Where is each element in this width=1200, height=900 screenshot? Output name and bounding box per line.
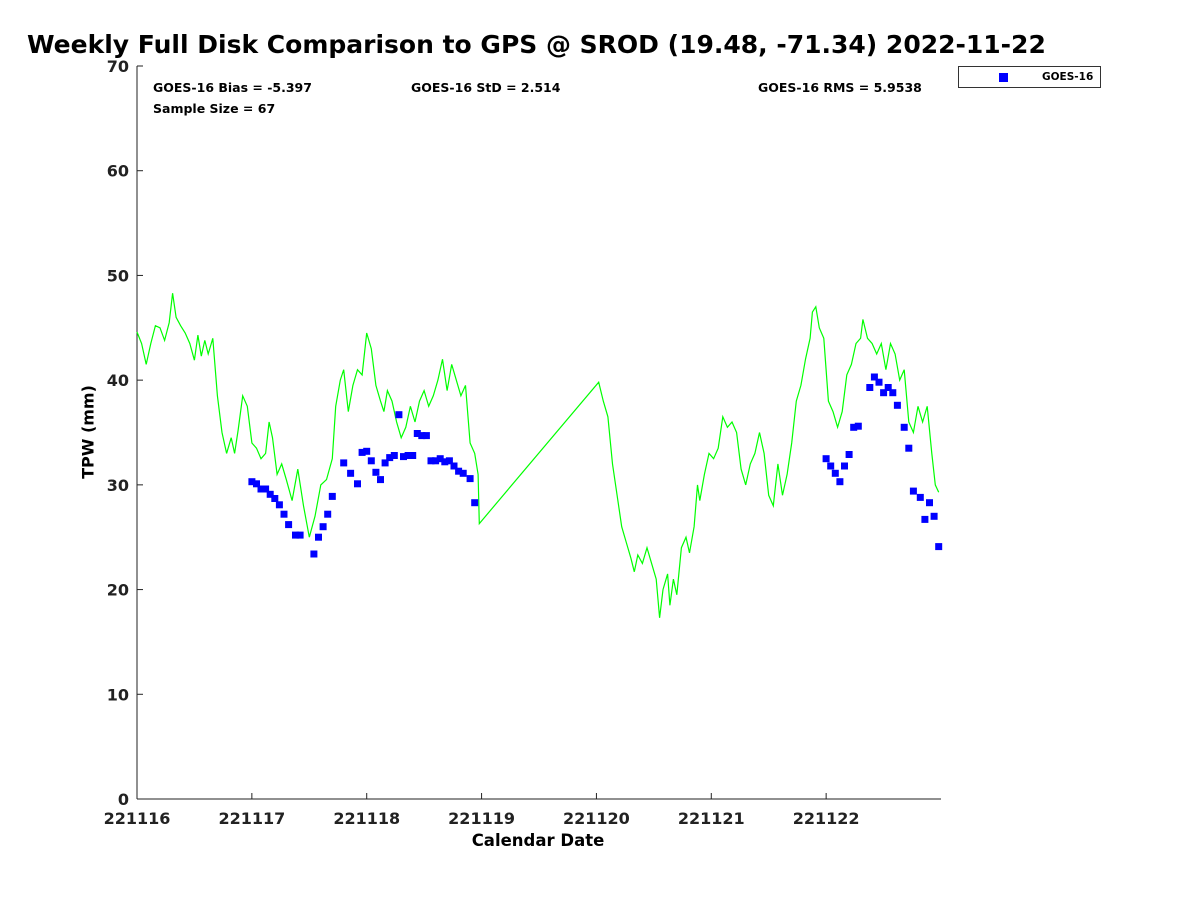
- goes-16-point: [422, 432, 430, 440]
- goes-16-point: [432, 457, 440, 465]
- goes-16-point: [381, 459, 389, 467]
- y-tick-label: 10: [107, 685, 129, 704]
- goes-16-point: [395, 411, 403, 419]
- legend-label: GOES-16: [1042, 71, 1094, 83]
- goes-16-point: [436, 455, 444, 463]
- axes-layer: [136, 65, 941, 800]
- goes-16-point: [441, 458, 449, 466]
- goes-16-point: [916, 493, 924, 501]
- goes-16-point: [262, 485, 270, 493]
- y-tick-label: 20: [107, 581, 129, 600]
- goes-16-point: [347, 469, 355, 477]
- goes-16-point: [845, 451, 853, 458]
- goes-16-point: [315, 533, 322, 541]
- goes-16-point: [358, 448, 366, 456]
- goes-16-point: [866, 384, 874, 391]
- goes-16-point: [367, 457, 375, 465]
- y-tick-label: 40: [107, 371, 129, 390]
- goes-16-point: [386, 454, 394, 462]
- goes-16-point: [455, 467, 463, 475]
- goes-16-point: [850, 423, 858, 431]
- goes-16-point: [413, 430, 421, 437]
- goes-16-point: [471, 499, 479, 507]
- goes-16-point: [450, 462, 458, 470]
- goes-16-point: [459, 469, 467, 477]
- x-tick-label: 221120: [563, 809, 630, 828]
- y-tick-label: 60: [107, 162, 129, 181]
- goes-16-point: [319, 523, 327, 531]
- std-stat: GOES-16 StD = 2.514: [411, 80, 561, 95]
- goes-16-point: [889, 389, 897, 397]
- rms-stat: GOES-16 RMS = 5.9538: [758, 80, 922, 95]
- goes-16-point: [310, 550, 318, 558]
- y-axis-label: TPW (mm): [78, 385, 98, 479]
- goes-16-point: [905, 444, 913, 452]
- sample-size-stat: Sample Size = 67: [153, 101, 276, 116]
- tick-labels: 0 10 20 30 40 50 60 70 221116 221117 221118 221119 2…: [104, 57, 860, 828]
- legend: GOES-16: [958, 66, 1101, 88]
- goes-16-point: [445, 457, 453, 465]
- goes-16-point: [466, 475, 474, 483]
- goes-16-point: [870, 373, 878, 381]
- goes-16-point: [340, 459, 348, 467]
- goes-16-point: [884, 384, 892, 391]
- goes-16-point: [831, 469, 839, 477]
- goes-16-point: [354, 480, 361, 488]
- goes-16-point: [271, 495, 279, 502]
- gps-line: [136, 293, 940, 618]
- goes-16-point: [363, 447, 371, 455]
- goes-16-point: [930, 512, 938, 520]
- goes-16-point: [822, 455, 830, 463]
- goes-16-point: [328, 492, 336, 500]
- goes-16-point: [921, 515, 929, 523]
- goes-16-point: [827, 462, 835, 470]
- x-tick-label: 221121: [678, 809, 745, 828]
- goes-16-point: [875, 378, 883, 386]
- goes-16-point: [418, 432, 426, 440]
- goes-16-point: [285, 521, 293, 529]
- goes-16-point: [296, 531, 304, 539]
- goes-16-point: [292, 531, 299, 539]
- goes-16-point: [404, 452, 412, 459]
- goes-16-point: [377, 476, 384, 484]
- x-tick-label: 221118: [333, 809, 400, 828]
- y-tick-label: 0: [118, 790, 129, 809]
- goes-16-point: [275, 501, 283, 509]
- goes-16-point: [841, 462, 848, 470]
- goes-16-point: [893, 401, 901, 409]
- goes-16-point: [836, 478, 844, 486]
- goes-16-point: [248, 478, 256, 486]
- x-tick-label: 221122: [793, 809, 860, 828]
- y-tick-label: 30: [107, 476, 129, 495]
- y-tick-label: 70: [107, 57, 129, 76]
- goes-16-point: [854, 422, 862, 430]
- gps-series: [136, 293, 940, 618]
- x-tick-label: 221116: [104, 809, 171, 828]
- goes-16-point: [427, 457, 435, 465]
- goes-16-point: [400, 453, 407, 461]
- legend-marker: [999, 73, 1008, 82]
- goes-16-point: [324, 510, 332, 518]
- goes-16-point: [935, 543, 943, 551]
- goes-16-point: [880, 389, 888, 397]
- goes-16-point: [909, 487, 917, 495]
- goes-16-point: [372, 468, 380, 476]
- goes-16-point: [409, 452, 417, 459]
- goes-16-point: [390, 452, 398, 459]
- goes-16-point: [266, 490, 274, 498]
- bias-stat: GOES-16 Bias = -5.397: [153, 80, 312, 95]
- goes-16-point: [900, 423, 908, 431]
- goes-16-point: [253, 480, 260, 488]
- goes-16-series: [248, 373, 943, 558]
- x-axis-label: Calendar Date: [471, 831, 605, 850]
- goes-16-point: [280, 510, 288, 518]
- y-tick-label: 50: [107, 266, 129, 285]
- goes-16-point: [926, 499, 933, 507]
- x-tick-label: 221117: [218, 809, 285, 828]
- goes-16-point: [257, 485, 265, 493]
- chart-title: Weekly Full Disk Comparison to GPS @ SRO…: [27, 30, 1046, 59]
- x-tick-label: 221119: [448, 809, 515, 828]
